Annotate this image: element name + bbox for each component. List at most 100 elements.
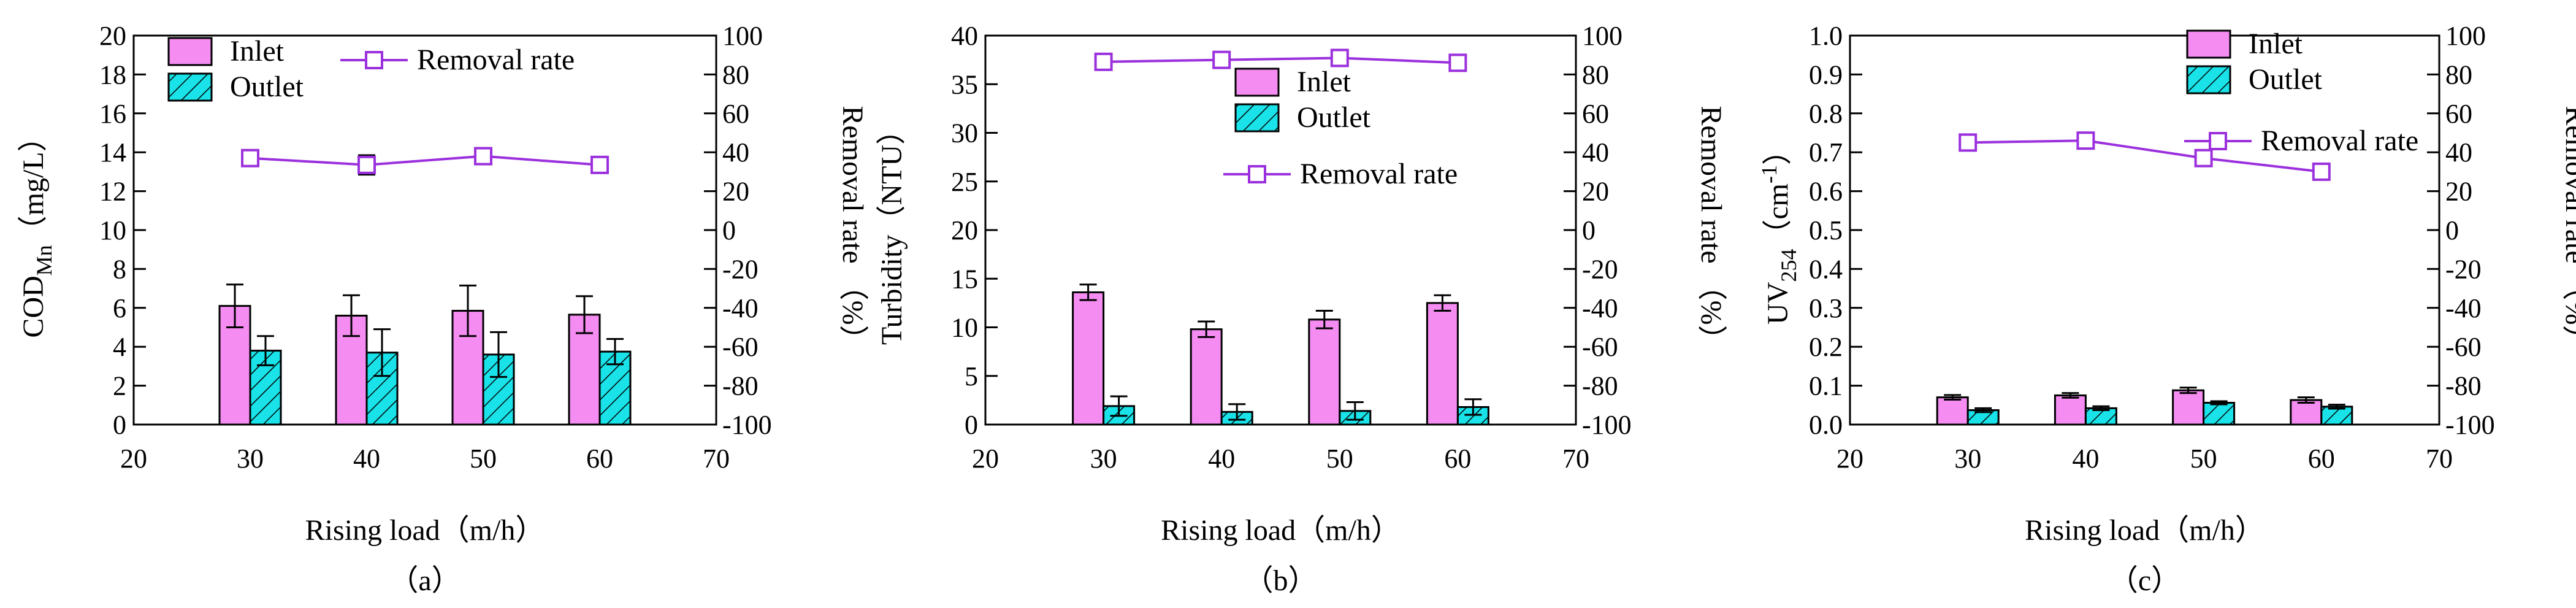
y-axis-label-unit: （mg/L） xyxy=(17,122,50,245)
y-tick-label: 0.5 xyxy=(1809,215,1843,245)
y2-tick-label: -20 xyxy=(722,254,759,284)
y-axis-label: Turbidity（NTU） xyxy=(876,115,908,345)
inlet-bar xyxy=(2290,399,2323,426)
y2-tick-label: -40 xyxy=(722,293,759,323)
y2-tick-label: 0 xyxy=(1582,215,1596,245)
legend-outlet-label: Outlet xyxy=(2249,63,2323,96)
y-tick-label: 40 xyxy=(951,21,978,51)
y-tick-label: 20 xyxy=(99,21,126,51)
y-tick-label: 16 xyxy=(99,99,126,129)
y-tick-label: 14 xyxy=(99,137,126,167)
y2-tick-label: -100 xyxy=(2445,410,2495,440)
y-tick-label: 0.7 xyxy=(1809,137,1843,167)
inlet-bar xyxy=(1308,318,1341,426)
inlet-bar xyxy=(2172,389,2205,426)
y-tick-label: 0.8 xyxy=(1809,99,1843,129)
y-tick-label: 2 xyxy=(113,371,126,401)
x-axis-label: Rising load（m/h） xyxy=(1161,514,1401,547)
y-axis-label-main: Turbidity（NTU） xyxy=(876,115,908,345)
y-tick-label: 0.0 xyxy=(1809,410,1843,440)
x-axis-label: Rising load（m/h） xyxy=(2025,514,2265,547)
removal-rate-marker xyxy=(1212,50,1231,69)
y-axis-label-unit: （cm xyxy=(1762,183,1794,249)
legend-inlet-label: Inlet xyxy=(1297,66,1351,98)
legend-removal-marker xyxy=(2209,132,2227,150)
y-tick-label: 0.3 xyxy=(1809,293,1843,323)
y2-tick-label: 0 xyxy=(722,215,736,245)
y-axis-label-subscript: Mn xyxy=(32,245,56,275)
y2-tick-label: 80 xyxy=(722,60,749,90)
y2-tick-label: -100 xyxy=(1582,410,1632,440)
y2-tick-label: 100 xyxy=(722,21,763,51)
removal-rate-marker xyxy=(2312,162,2331,181)
x-tick-label: 60 xyxy=(1444,444,1471,474)
y2-tick-label: 20 xyxy=(2445,177,2472,207)
x-tick-label: 50 xyxy=(2190,444,2217,474)
x-tick-label: 20 xyxy=(1836,444,1863,474)
x-tick-label: 70 xyxy=(703,444,730,474)
removal-rate-line xyxy=(1968,139,2322,173)
legend-outlet-label: Outlet xyxy=(230,71,304,103)
panel-2: 20 30 40 50 60 70 0 5 10 15 20 25 30 35 40 -100 -80 -60 -4… xyxy=(876,21,1727,597)
inlet-bar xyxy=(2054,394,2087,426)
y-tick-label: 10 xyxy=(99,215,126,245)
y2-tick-label: -60 xyxy=(1582,332,1618,362)
y-tick-label: 20 xyxy=(951,215,978,245)
y-tick-label: 4 xyxy=(113,332,126,362)
y2-tick-label: -40 xyxy=(1582,293,1618,323)
removal-rate-marker xyxy=(2194,148,2213,167)
y2-tick-label: -80 xyxy=(1582,371,1618,401)
y2-tick-label: -60 xyxy=(722,332,759,362)
legend-inlet-swatch xyxy=(167,37,213,66)
y-tick-label: 15 xyxy=(951,264,978,294)
legend-outlet-swatch xyxy=(2186,65,2231,94)
y-tick-label: 0.4 xyxy=(1809,254,1843,284)
x-tick-label: 60 xyxy=(586,444,613,474)
legend-inlet-swatch xyxy=(2186,29,2231,59)
y-tick-label: 35 xyxy=(951,69,978,99)
legend-inlet-swatch xyxy=(1234,67,1280,97)
x-tick-label: 30 xyxy=(1090,444,1117,474)
x-tick-label: 70 xyxy=(1562,444,1589,474)
y-tick-label: 1.0 xyxy=(1809,21,1843,51)
legend-removal-label: Removal rate xyxy=(2261,125,2418,157)
x-tick-label: 20 xyxy=(972,444,999,474)
y2-tick-label: 40 xyxy=(2445,137,2472,167)
inlet-bar xyxy=(1936,396,1969,426)
removal-rate-marker xyxy=(1959,133,1978,152)
panel-label: （c） xyxy=(2109,564,2180,597)
y-tick-label: 30 xyxy=(951,118,978,148)
y-tick-label: 0 xyxy=(113,410,126,440)
y2-tick-label: -20 xyxy=(2445,254,2482,284)
y2-tick-label: 40 xyxy=(722,137,749,167)
removal-rate-marker xyxy=(241,148,259,167)
x-tick-label: 50 xyxy=(470,444,497,474)
outlet-bar xyxy=(2084,407,2117,426)
x-tick-label: 60 xyxy=(2308,444,2335,474)
y-tick-label: 10 xyxy=(951,313,978,343)
x-tick-label: 30 xyxy=(1954,444,1981,474)
x-tick-label: 20 xyxy=(120,444,147,474)
y-axis-label: UV254（cm-1） xyxy=(1757,136,1801,325)
y-axis-label-main: UV xyxy=(1762,282,1794,325)
y-axis-label-subscript: 254 xyxy=(1776,249,1801,282)
removal-rate-marker xyxy=(474,147,492,166)
y2-axis-label: Removal rate （%） xyxy=(2559,106,2576,354)
y-tick-label: 8 xyxy=(113,254,126,284)
y2-tick-label: 100 xyxy=(1582,21,1622,51)
y2-tick-label: 60 xyxy=(1582,99,1609,129)
removal-rate-marker xyxy=(1448,53,1467,72)
x-tick-label: 40 xyxy=(353,444,380,474)
y-tick-label: 18 xyxy=(99,60,126,90)
panel-3: 20 30 40 50 60 70 0.0 0.1 0.2 0.3 0.4 0.5 0.6 0.7 0.8 0… xyxy=(1757,21,2576,597)
outlet-bar xyxy=(2203,401,2236,426)
x-axis-label: Rising load（m/h） xyxy=(305,514,545,547)
y-tick-label: 0.6 xyxy=(1809,177,1843,207)
y2-tick-label: -20 xyxy=(1582,254,1618,284)
removal-rate-marker xyxy=(590,155,609,174)
panel-1: 20 30 40 50 60 70 0 2 4 6 8 10 12 14 16 18 20 -100 -80 -60 -… xyxy=(17,21,869,597)
